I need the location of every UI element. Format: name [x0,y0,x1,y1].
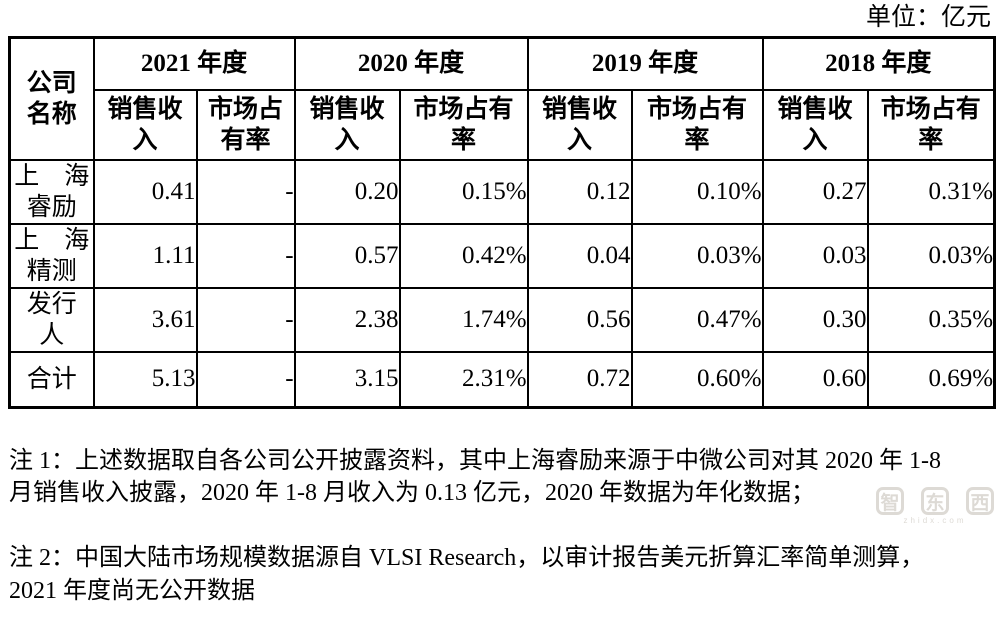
sub-header-2020-revenue: 销售收 入 [293,88,401,161]
market-share-table: 公司 名称 2021 年度 2020 年度 2019 年度 2018 年度 销售… [8,36,997,409]
value-cell: 0.60% [630,350,764,409]
value-cell: 0.12 [526,158,633,225]
table-row-issuer: 发行 人 3.61 - 2.38 1.74% 0.56 0.47% 0.30 0… [8,286,996,353]
sub-header-2018-revenue: 销售收 入 [761,88,869,161]
value-cell: 0.15% [398,158,529,225]
value-cell: 2.38 [293,286,401,353]
value-cell: 1.74% [398,286,529,353]
sub-header-2021-revenue: 销售收 入 [92,88,198,161]
value-cell: - [195,286,296,353]
value-cell: 0.69% [866,350,996,409]
sub-header-2019-share: 市场占有 率 [630,88,764,161]
value-cell: 0.47% [630,286,764,353]
sub-header-2020-share: 市场占有 率 [398,88,529,161]
company-name-cell: 发行 人 [8,286,95,353]
sub-header-2021-share: 市场占 有率 [195,88,296,161]
company-name-cell: 上 海 精测 [8,222,95,289]
table-row-total: 合计 5.13 - 3.15 2.31% 0.72 0.60% 0.60 0.6… [8,350,996,409]
value-cell: 3.15 [293,350,401,409]
value-cell: 0.42% [398,222,529,289]
header-row-sub: 销售收 入 市场占 有率 销售收 入 市场占有 率 销售收 入 市场占有 率 销… [10,88,996,161]
year-header-2019: 2019 年度 [526,36,764,91]
value-cell: - [195,350,296,409]
value-cell: 2.31% [398,350,529,409]
value-cell: 0.60 [761,350,869,409]
year-header-2021: 2021 年度 [92,36,296,91]
value-cell: 0.03 [761,222,869,289]
company-name-cell: 合计 [8,350,95,409]
year-header-2018: 2018 年度 [761,36,996,91]
value-cell: 5.13 [92,350,198,409]
value-cell: 0.31% [866,158,996,225]
value-cell: 0.72 [526,350,633,409]
value-cell: 0.20 [293,158,401,225]
footnote-2: 注 2：中国大陆市场规模数据源自 VLSI Research，以审计报告美元折算… [9,545,925,604]
page: { "page": { "unit_label": "单位：亿元" }, "ta… [8,4,997,604]
value-cell: 0.03% [630,222,764,289]
company-name-cell: 上 海 睿励 [8,158,95,225]
header-row-years: 公司 名称 2021 年度 2020 年度 2019 年度 2018 年度 [8,36,996,161]
year-header-2020: 2020 年度 [293,36,529,91]
table-row-shanghai-jingce: 上 海 精测 1.11 - 0.57 0.42% 0.04 0.03% 0.03… [8,222,996,289]
value-cell: 0.03% [866,222,996,289]
sub-header-2019-revenue: 销售收 入 [526,88,633,161]
value-cell: 3.61 [92,286,198,353]
footnote-1: 注 1：上述数据取自各公司公开披露资料，其中上海睿励来源于中微公司对其 2020… [9,447,941,507]
value-cell: 0.35% [866,286,996,353]
value-cell: 1.11 [92,222,198,289]
value-cell: 0.56 [526,286,633,353]
unit-label: 单位：亿元 [865,4,991,31]
value-cell: 0.30 [761,286,869,353]
footnotes: 注 1：上述数据取自各公司公开披露资料，其中上海睿励来源于中微公司对其 2020… [9,412,993,640]
value-cell: 0.27 [761,158,869,225]
value-cell: 0.10% [630,158,764,225]
value-cell: 0.41 [92,158,198,225]
sub-header-2018-share: 市场占有 率 [866,88,996,161]
table-row-shanghai-ruili: 上 海 睿励 0.41 - 0.20 0.15% 0.12 0.10% 0.27… [8,158,996,225]
value-cell: 0.57 [293,222,401,289]
value-cell: - [195,158,296,225]
company-name-header: 公司 名称 [8,36,95,161]
value-cell: 0.04 [526,222,633,289]
value-cell: - [195,222,296,289]
